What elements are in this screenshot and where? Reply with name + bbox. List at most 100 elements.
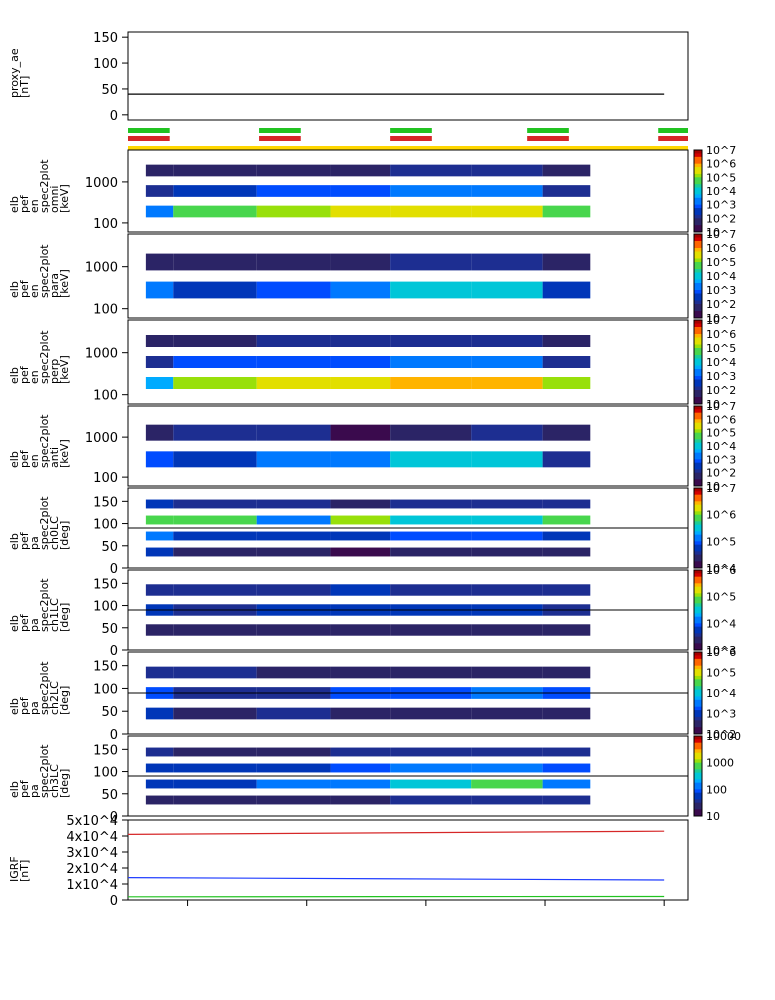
colorbar-cell	[694, 369, 702, 373]
heatmap-cell	[173, 499, 257, 509]
heatmap-cell	[330, 584, 391, 596]
colorbar-cell	[694, 779, 702, 784]
colorbar-cell	[694, 269, 702, 273]
heatmap-cell	[542, 707, 591, 720]
colorbar-cell	[694, 283, 702, 287]
heatmap-cell	[145, 763, 174, 773]
colorbar-frame	[693, 405, 703, 487]
colorbar-cell	[694, 436, 702, 440]
y-axis-label: pef	[18, 194, 31, 213]
colorbar-cell	[694, 341, 702, 345]
heatmap-cell	[542, 205, 591, 218]
colorbar-cell	[694, 432, 702, 437]
heatmap-cell	[542, 185, 591, 197]
colorbar-cell	[694, 630, 702, 634]
y-axis-label: pa	[28, 701, 41, 715]
heatmap-cell	[256, 515, 331, 525]
colorbar-tick-label: 10^2	[706, 384, 736, 397]
heatmap-cell	[173, 795, 257, 805]
y-axis-label: [keV]	[58, 355, 71, 384]
colorbar-cell	[694, 376, 702, 380]
colorbar-cell	[694, 372, 702, 377]
colorbar-cell	[694, 696, 702, 701]
heatmap-cell	[471, 666, 543, 679]
colorbar-cell	[694, 265, 702, 270]
colorbar-cell	[694, 610, 702, 614]
colorbar-cell	[694, 633, 702, 638]
heatmap-cell	[390, 335, 472, 347]
heatmap-cell	[542, 356, 591, 368]
colorbar-frame	[693, 149, 703, 233]
colorbar-cell	[694, 786, 702, 790]
status-strip	[128, 146, 688, 150]
colorbar-cell	[694, 789, 702, 794]
status-red-bar	[128, 136, 170, 141]
y-tick-label: 150	[93, 495, 118, 510]
colorbar-tick-label: 10^2	[706, 467, 736, 480]
heatmap-cell	[145, 531, 174, 541]
heatmap-cell	[471, 253, 543, 271]
status-green-bar	[390, 128, 432, 133]
en_para-frame	[127, 233, 689, 319]
colorbar-cell	[694, 564, 702, 569]
colorbar-cell	[694, 476, 702, 480]
heatmap-cell	[542, 281, 591, 299]
y-axis-label: [nT]	[18, 76, 31, 98]
heatmap-cell	[390, 205, 472, 218]
y-tick-label: 5x10^4	[66, 814, 118, 829]
colorbar-tick-label: 10^2	[706, 298, 736, 311]
heatmap-cell	[145, 185, 174, 197]
colorbar-cell	[694, 658, 702, 663]
panel-ch3lc: 4080120140050100150elbpefpaspec2plotch3L…	[8, 730, 741, 825]
heatmap-cell	[471, 356, 543, 368]
colorbar-cell	[694, 809, 702, 814]
colorbar-cell	[694, 337, 702, 342]
y-axis-label: pef	[18, 696, 31, 715]
colorbar-tick-label: 10^4	[706, 440, 736, 453]
heatmap-cell	[330, 281, 391, 299]
colorbar-cell	[694, 348, 702, 352]
colorbar-cell	[694, 472, 702, 477]
heatmap-cell	[471, 531, 543, 541]
heatmap-cell	[542, 547, 591, 557]
colorbar-cell	[694, 613, 702, 618]
colorbar-cell	[694, 439, 702, 444]
heatmap-cell	[471, 547, 543, 557]
heatmap-cell	[471, 424, 543, 441]
colorbar-cell	[694, 191, 702, 195]
colorbar-cell	[694, 662, 702, 667]
heatmap-cell	[330, 779, 391, 789]
y-axis-label: spec2plot	[38, 330, 51, 384]
heatmap-cell	[173, 185, 257, 197]
y-tick-label: 0	[110, 810, 118, 825]
y-tick-label: 100	[93, 471, 118, 486]
heatmap-cell	[256, 584, 331, 596]
heatmap-cell	[471, 335, 543, 347]
colorbar-cell	[694, 469, 702, 474]
heatmap-cell	[256, 795, 331, 805]
heatmap-cell	[173, 253, 257, 271]
panel-en_para: 10010001001000elbpefenspec2plotpara[keV]…	[8, 228, 736, 325]
heatmap-cell	[145, 424, 174, 441]
colorbar-cell	[694, 580, 702, 584]
colorbar-cell	[694, 293, 702, 298]
colorbar-cell	[694, 462, 702, 467]
colorbar-cell	[694, 686, 702, 691]
colorbar-cell	[694, 334, 702, 338]
colorbar-cell	[694, 449, 702, 454]
y-axis-label: [keV]	[58, 269, 71, 298]
colorbar-tick-label: 10^6	[706, 413, 736, 426]
heatmap-cell	[256, 531, 331, 541]
y-axis-label: pef	[18, 449, 31, 468]
colorbar-cell	[694, 426, 702, 430]
y-tick-label: 50	[101, 83, 118, 98]
y-axis-label: elb	[8, 367, 21, 384]
heatmap-cell	[173, 356, 257, 368]
colorbar-tick-label: 10^2	[706, 212, 736, 225]
heatmap-cell	[330, 253, 391, 271]
heatmap-cell	[542, 624, 591, 636]
series-line	[127, 830, 665, 836]
heatmap-cell	[256, 253, 331, 271]
status-red-bar	[259, 136, 301, 141]
y-tick-label: 0	[110, 644, 118, 659]
